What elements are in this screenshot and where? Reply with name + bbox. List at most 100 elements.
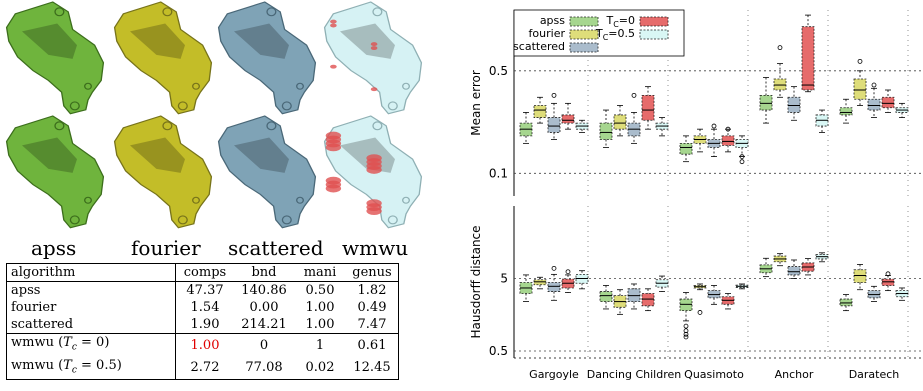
render-fourier-2	[115, 116, 212, 228]
box-T_c=0.5-Gargoyle	[576, 271, 588, 289]
box-T_c=0-Quasimoto	[722, 294, 734, 309]
box-fourier-Anchor	[774, 254, 786, 266]
model-renders	[0, 0, 440, 236]
box-iqr	[534, 106, 546, 118]
boxplot-panel-2: 0.55Hausdorff distanceGargoyle Dancing Ch…	[469, 206, 923, 381]
box-fourier-Daratech	[854, 264, 866, 289]
box-apss-Quasimoto	[680, 293, 692, 339]
y-axis-label: Hausdorff distance	[469, 225, 483, 338]
box-apss-Gargoyle	[520, 112, 532, 143]
cell-mani: 0.02	[294, 357, 346, 380]
render-wmwu-1	[325, 2, 422, 114]
error-patch	[366, 166, 381, 174]
box-iqr	[680, 299, 692, 311]
cell-mani: 0.50	[294, 282, 346, 300]
table-header-row: algorithm comps bnd mani genus	[7, 264, 399, 282]
y-tick-label: 0.5	[489, 344, 508, 358]
box-scattered-Daratech	[868, 286, 880, 301]
cell-bnd: 140.86	[234, 282, 294, 300]
algorithm-name: apss	[11, 283, 40, 298]
render-scattered-2	[219, 116, 316, 228]
legend-label: fourier	[529, 27, 566, 40]
cell-mani: 1.00	[294, 299, 346, 316]
header-mani: mani	[294, 264, 346, 282]
legend-swatch	[570, 30, 598, 39]
algorithm-param-value: = 0.5)	[77, 358, 122, 373]
table-row: fourier 1.54 0.00 1.00 0.49	[7, 299, 399, 316]
algorithm-name: scattered	[11, 317, 73, 332]
legend-swatch	[570, 17, 598, 26]
box-iqr	[760, 95, 772, 110]
box-iqr	[562, 115, 574, 123]
box-iqr	[614, 115, 626, 129]
cell-genus: 12.45	[346, 357, 399, 380]
box-iqr	[802, 27, 814, 90]
legend-label: apss	[540, 14, 565, 27]
cell-mani: 1.00	[294, 316, 346, 334]
box-fourier-Quasimoto	[694, 129, 706, 152]
table-row: apss 47.37 140.86 0.50 1.82	[7, 282, 399, 300]
box-fourier-Quasimoto	[694, 284, 706, 314]
model-label-scattered: scattered	[228, 236, 324, 260]
render-body	[219, 116, 316, 228]
box-T_c=0-Anchor	[802, 15, 814, 92]
metrics-table: algorithm comps bnd mani genus apss 47.37…	[6, 263, 399, 380]
box-iqr	[642, 294, 654, 306]
outlier-point	[684, 324, 688, 328]
box-T_c=0.5-Daratech	[896, 288, 908, 300]
algorithm-name: wmwu (	[11, 335, 63, 350]
box-iqr	[868, 99, 880, 110]
render-body	[325, 2, 422, 114]
cell-genus: 0.61	[346, 334, 399, 357]
box-iqr	[854, 270, 866, 283]
box-apss-Daratech	[840, 99, 852, 123]
box-iqr	[882, 279, 894, 285]
box-iqr	[642, 95, 654, 120]
legend-swatch	[570, 43, 598, 52]
outlier-point	[552, 93, 556, 97]
box-apss-Dancing Children	[600, 286, 612, 309]
model-label-fourier: fourier	[131, 236, 201, 260]
box-iqr	[788, 97, 800, 112]
box-apss-Quasimoto	[680, 136, 692, 162]
error-patch	[330, 65, 337, 69]
render-body	[115, 116, 212, 228]
cell-algorithm: fourier	[7, 299, 176, 316]
box-apss-Anchor	[760, 258, 772, 276]
outlier-point	[684, 335, 688, 339]
box-apss-Gargoyle	[520, 275, 532, 302]
boxplot-charts: 0.1 0.5 Mean error 0.5 5 Hausdorff distance Ga…	[448, 0, 923, 387]
x-category-label: Daratech	[849, 368, 900, 381]
box-apss-Anchor	[760, 78, 772, 124]
box-T_c=0-Daratech	[882, 90, 894, 112]
x-category-label: Dancing Children	[587, 368, 682, 381]
legend-label-rest: =0.5	[608, 27, 635, 40]
box-T_c=0-Anchor	[802, 259, 814, 275]
cell-comps: 47.37	[176, 282, 235, 300]
model-label-wmwu: wmwu	[342, 236, 408, 260]
box-scattered-Dancing Children	[628, 93, 640, 143]
box-fourier-Gargoyle	[534, 97, 546, 123]
box-iqr	[882, 97, 894, 107]
table-row: wmwu (Tc = 0) 1.00 0 1 0.61	[7, 334, 399, 357]
cell-genus: 7.47	[346, 316, 399, 334]
box-scattered-Quasimoto	[708, 286, 720, 305]
box-iqr	[600, 123, 612, 139]
box-T_c=0.5-Anchor	[816, 110, 828, 132]
x-category-label: Quasimoto	[684, 368, 744, 381]
header-algorithm: algorithm	[7, 264, 176, 282]
outlier-point	[872, 83, 876, 87]
charts-panel: 0.1 0.5 Mean error 0.5 5 Hausdorff distance Ga…	[448, 0, 923, 387]
box-T_c=0-Dancing Children	[642, 289, 654, 311]
box-T_c=0-Gargoyle	[562, 103, 574, 129]
error-patch	[326, 185, 341, 193]
table-row: scattered 1.90 214.21 1.00 7.47	[7, 316, 399, 334]
box-apss-Daratech	[840, 295, 852, 311]
box-fourier-Daratech	[854, 59, 866, 105]
render-body	[115, 2, 212, 114]
legend-label-rest: =0	[619, 14, 635, 27]
cell-genus: 1.82	[346, 282, 399, 300]
box-fourier-Dancing Children	[614, 106, 626, 136]
render-apss-2	[7, 116, 104, 228]
